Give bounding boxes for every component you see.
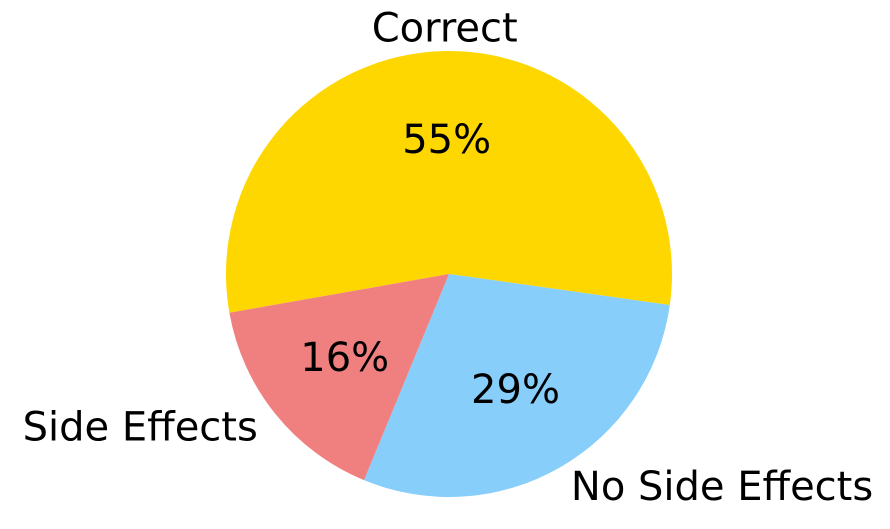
pie-category-label-correct: Correct — [372, 6, 518, 52]
pie-category-label-side-effects: Side Effects — [23, 405, 258, 451]
pie-value-label-correct: 55% — [402, 117, 491, 163]
pie-slice-side-effects — [229, 274, 449, 481]
pie-slice-correct — [226, 50, 673, 313]
pie-category-label-no-side-effects: No Side Effects — [571, 464, 873, 510]
pie-value-label-no-side-effects: 29% — [471, 367, 560, 413]
pie-slice-no-side-effects — [364, 274, 670, 497]
pie-labels: 55% Correct 29% No Side Effects 16% Side Effe… — [23, 6, 874, 510]
pie-slices — [226, 50, 673, 497]
pie-value-label-side-effects: 16% — [300, 335, 389, 381]
